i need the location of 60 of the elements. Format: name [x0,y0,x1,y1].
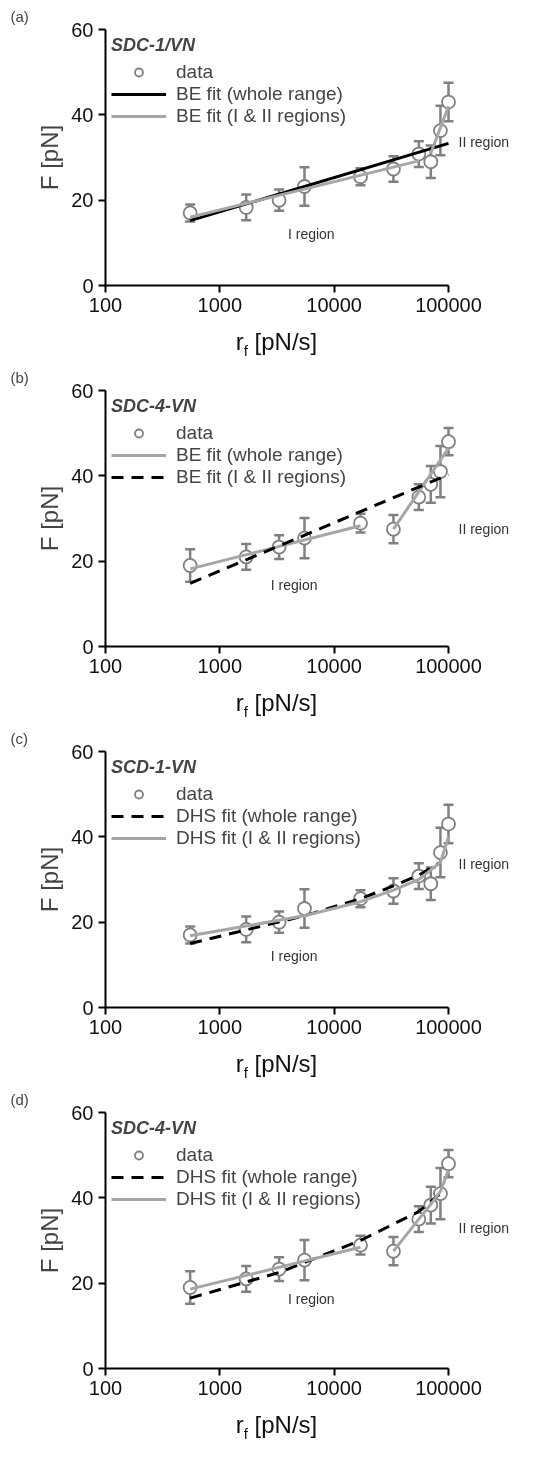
x-tick-label: 10000 [306,1015,362,1038]
x-tick-label: 100000 [415,1015,482,1038]
y-tick-label: 20 [71,189,94,212]
x-tick-label: 10000 [306,1376,362,1399]
text: II region [458,134,510,151]
x-tick-label: 100000 [415,293,482,316]
y-tick-label: 20 [71,550,94,573]
annotation: I region [270,948,318,965]
y-tick-label: 40 [71,103,94,126]
x-tick-label: 1000 [197,1015,243,1038]
text: II region [458,856,510,873]
legend-label: DHS fit (whole range) [176,805,358,827]
y-tick-label: 60 [71,18,94,41]
legend-label: data [176,1144,213,1166]
legend-title: SCD-1-VN [111,757,198,778]
x-tick-label: 10000 [306,654,362,677]
x-axis-title: r$_{f}$ [pN/s] [235,688,318,722]
x-tick-label: 1000 [197,1376,243,1399]
x-axis-title: r$_{f}$ [pN/s] [235,1410,318,1444]
x-tick-label: 10000 [306,293,362,316]
chart-title: (d) [10,1090,29,1108]
text: II region [458,520,510,537]
x-tick-label: 100000 [415,654,482,677]
y-tick-label: 40 [71,1186,94,1209]
legend-label: data [176,783,213,805]
legend-label: data [176,422,213,444]
text: II region [458,1219,510,1236]
legend-label: data [176,61,213,83]
legend-title: SDC-4-VN [111,396,198,417]
y-tick-label: 60 [71,1101,94,1124]
annotation: I region [287,226,335,243]
legend-label: BE fit (whole range) [176,444,343,466]
x-axis-title: r$_{f}$ [pN/s] [235,1049,318,1083]
y-tick-label: 40 [71,825,94,848]
y-tick-label: 60 [71,379,94,402]
y-axis-title: F [pN] [36,1207,64,1274]
annotation: I region [287,1291,335,1308]
legend-label: DHS fit (I & II regions) [176,1188,361,1210]
x-tick-label: 1000 [197,654,243,677]
legend-label: BE fit (whole range) [176,83,343,105]
chart-title: (b) [10,368,29,386]
legend-label: DHS fit (I & II regions) [176,827,361,849]
y-axis-title: F [pN] [36,485,64,552]
legend-title: SDC-1/VN [111,35,197,56]
chart-title: (c) [10,729,28,747]
y-tick-label: 20 [71,911,94,934]
y-tick-label: 60 [71,740,94,763]
y-axis-title: F [pN] [36,846,64,913]
x-axis-title: r$_{f}$ [pN/s] [235,327,318,361]
legend-label: BE fit (I & II regions) [176,105,346,127]
x-tick-label: 100000 [415,1376,482,1399]
legend-title: SDC-4-VN [111,1118,198,1139]
y-tick-label: 20 [71,1272,94,1295]
chart-title: (a) [10,7,29,25]
y-tick-label: 40 [71,464,94,487]
annotation: I region [270,577,318,594]
x-tick-label: 1000 [197,293,243,316]
legend-label: DHS fit (whole range) [176,1166,358,1188]
y-axis-title: F [pN] [36,124,64,191]
legend-label: BE fit (I & II regions) [176,466,346,488]
